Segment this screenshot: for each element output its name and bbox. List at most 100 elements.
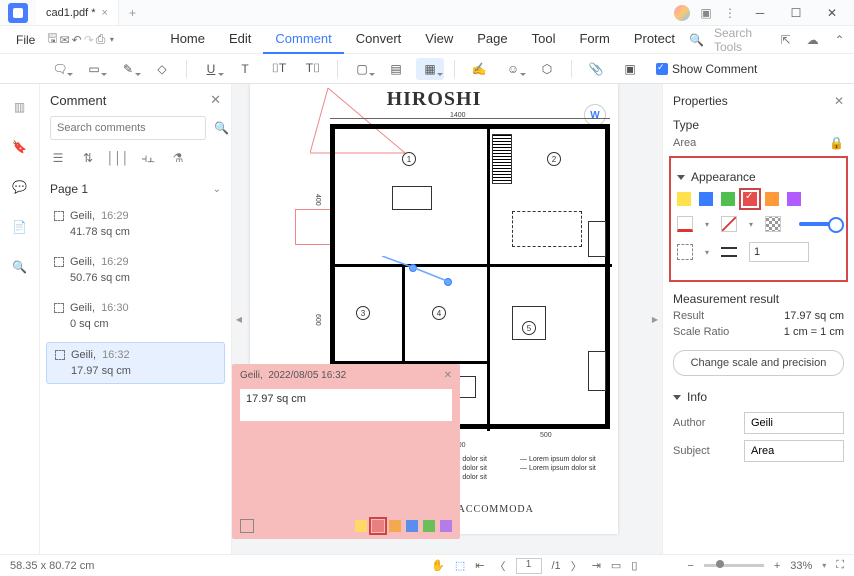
- file-tab[interactable]: cad1.pdf * ×: [36, 0, 119, 25]
- menu-tab-edit[interactable]: Edit: [217, 25, 263, 54]
- redo-icon[interactable]: ↷: [84, 29, 94, 51]
- opacity-slider[interactable]: [799, 222, 840, 226]
- last-page-icon[interactable]: ⇥: [592, 559, 601, 572]
- note-content[interactable]: 17.97 sq cm: [240, 389, 452, 421]
- menu-tab-page[interactable]: Page: [465, 25, 519, 54]
- list-view-icon[interactable]: ☰: [50, 150, 66, 166]
- bookmark-icon[interactable]: 🔖: [11, 138, 29, 156]
- group-icon[interactable]: │││: [110, 150, 126, 166]
- maximize-button[interactable]: ☐: [782, 3, 810, 23]
- mail-icon[interactable]: ✉: [60, 29, 70, 51]
- line-weight-value[interactable]: 1: [749, 242, 809, 262]
- text-tool[interactable]: T: [231, 58, 259, 80]
- save-icon[interactable]: 🖫: [47, 29, 57, 51]
- linestyle-dropdown-icon[interactable]: ▾: [705, 248, 709, 257]
- select-tool-icon[interactable]: ⬚: [455, 559, 465, 572]
- underline-tool[interactable]: U: [197, 58, 225, 80]
- annotation-popup[interactable]: Geili, 2022/08/05 16:32 ✕ 17.97 sq cm: [232, 364, 460, 539]
- kebab-icon[interactable]: ⋮: [722, 5, 738, 21]
- change-scale-button[interactable]: Change scale and precision: [673, 350, 844, 376]
- note-color-swatch[interactable]: [406, 520, 418, 532]
- people-tool[interactable]: ☺: [499, 58, 527, 80]
- line-style-picker[interactable]: [677, 244, 693, 260]
- show-comment-checkbox[interactable]: [656, 63, 668, 75]
- border-dropdown-icon[interactable]: ▾: [705, 220, 709, 229]
- lock-icon[interactable]: 🔒: [829, 136, 844, 150]
- undo-icon[interactable]: ↶: [72, 29, 82, 51]
- zoom-dropdown-icon[interactable]: ▾: [822, 561, 826, 570]
- tab-add-button[interactable]: +: [119, 6, 146, 20]
- color-swatch[interactable]: [677, 192, 691, 206]
- first-page-icon[interactable]: ⇤: [475, 559, 484, 572]
- sort-icon[interactable]: ⇅: [80, 150, 96, 166]
- line-weight-icon[interactable]: [721, 247, 737, 257]
- collapse-ribbon-icon[interactable]: ⌃: [831, 29, 848, 51]
- author-input[interactable]: [744, 412, 844, 434]
- message-icon[interactable]: ▣: [698, 5, 714, 21]
- appearance-header[interactable]: Appearance: [677, 170, 840, 184]
- callout-tool[interactable]: T⌷: [299, 58, 327, 80]
- canvas-collapse-left[interactable]: ◀: [234, 309, 244, 329]
- menu-tab-form[interactable]: Form: [567, 25, 621, 54]
- fill-color-picker[interactable]: [721, 216, 737, 232]
- comment-search-input[interactable]: [50, 116, 206, 140]
- menu-tab-home[interactable]: Home: [158, 25, 217, 54]
- expand-icon[interactable]: ⫞⫠: [140, 150, 156, 166]
- subject-input[interactable]: [744, 440, 844, 462]
- menu-tab-tool[interactable]: Tool: [520, 25, 568, 54]
- fit-width-icon[interactable]: ▭: [611, 559, 621, 572]
- color-swatch[interactable]: [699, 192, 713, 206]
- info-header[interactable]: Info: [673, 390, 844, 404]
- print-icon[interactable]: ⎙: [96, 29, 106, 51]
- color-swatch[interactable]: [721, 192, 735, 206]
- color-swatch[interactable]: [765, 192, 779, 206]
- prev-page-icon[interactable]: 〈: [495, 558, 506, 574]
- word-badge-icon[interactable]: W: [584, 104, 606, 126]
- cloud-gradient-icon[interactable]: [674, 5, 690, 21]
- pencil-tool[interactable]: ✎: [114, 58, 142, 80]
- show-comment-toggle[interactable]: Show Comment: [656, 62, 757, 76]
- note-color-swatch[interactable]: [389, 520, 401, 532]
- note-color-swatch[interactable]: [440, 520, 452, 532]
- comment-box-tool[interactable]: ▤: [382, 58, 410, 80]
- note-duplicate-icon[interactable]: [240, 519, 254, 533]
- search-tools-placeholder[interactable]: Search Tools: [714, 26, 767, 54]
- menu-tab-protect[interactable]: Protect: [622, 25, 687, 54]
- shape-tool[interactable]: ▢: [348, 58, 376, 80]
- hide-tool[interactable]: ▣: [616, 58, 644, 80]
- canvas-area[interactable]: ◀ ▶ HIROSHI W 1400 400 400 600: [232, 84, 662, 554]
- comment-page-header[interactable]: Page 1 ⌄: [40, 174, 231, 204]
- note-tool[interactable]: 🗨: [46, 58, 74, 80]
- comment-item[interactable]: Geili,16:2950.76 sq cm: [46, 250, 225, 290]
- print-dropdown-icon[interactable]: ▾: [107, 29, 116, 51]
- attach-tool[interactable]: 📎: [582, 58, 610, 80]
- opacity-icon[interactable]: [765, 216, 781, 232]
- next-page-icon[interactable]: 〉: [571, 558, 582, 574]
- comment-panel-close[interactable]: ✕: [210, 92, 221, 108]
- fill-dropdown-icon[interactable]: ▾: [749, 220, 753, 229]
- comment-item[interactable]: Geili,16:300 sq cm: [46, 296, 225, 336]
- border-color-picker[interactable]: [677, 216, 693, 232]
- zoom-slider[interactable]: [704, 564, 764, 567]
- link-tool[interactable]: ⬡: [533, 58, 561, 80]
- menu-tab-view[interactable]: View: [413, 25, 465, 54]
- comments-rail-icon[interactable]: 💬: [11, 178, 29, 196]
- properties-close-icon[interactable]: ✕: [834, 94, 844, 108]
- fullscreen-icon[interactable]: ⛶: [836, 559, 844, 572]
- canvas-collapse-right[interactable]: ▶: [650, 309, 660, 329]
- tab-close-icon[interactable]: ×: [102, 7, 108, 19]
- menu-tab-comment[interactable]: Comment: [263, 25, 343, 54]
- color-swatch[interactable]: [787, 192, 801, 206]
- note-color-swatch[interactable]: [372, 520, 384, 532]
- fit-page-icon[interactable]: ▯: [631, 559, 637, 572]
- zoom-out-icon[interactable]: −: [687, 560, 693, 572]
- signature-tool[interactable]: ✍: [465, 58, 493, 80]
- comment-item[interactable]: Geili,16:3217.97 sq cm: [46, 342, 225, 384]
- thumbnails-icon[interactable]: ▥: [11, 98, 29, 116]
- close-window-button[interactable]: ✕: [818, 3, 846, 23]
- textbox-tool[interactable]: ⌷T: [265, 58, 293, 80]
- comment-item[interactable]: Geili,16:2941.78 sq cm: [46, 204, 225, 244]
- minimize-button[interactable]: ─: [746, 3, 774, 23]
- search-rail-icon[interactable]: 🔍: [11, 258, 29, 276]
- hand-tool-icon[interactable]: ✋: [431, 559, 445, 572]
